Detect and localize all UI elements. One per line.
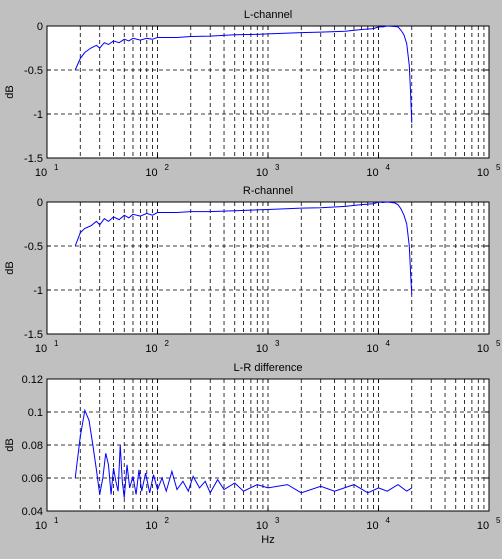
x-tick-label: 10 [256,520,268,532]
x-tick-exponent: 1 [54,163,59,172]
x-tick-label: 10 [35,343,47,355]
chart-title: L-channel [244,9,292,21]
series-line [74,201,413,295]
x-tick-exponent: 3 [275,163,280,172]
x-tick-exponent: 1 [54,516,59,525]
x-tick-label: 10 [145,343,157,355]
chart-panel-2: 10 1 10 2 10 3 10 4 10 5 -1.5 -1 -0.5 0 R-channel dB [4,185,501,355]
x-tick-label: 10 [366,167,378,179]
y-tick-label: 0.08 [22,440,43,452]
x-axis-label: Hz [261,534,274,546]
x-tick-exponent: 2 [165,339,170,348]
x-tick-exponent: 4 [386,339,391,348]
x-tick-exponent: 2 [165,516,170,525]
x-tick-exponent: 5 [496,339,501,348]
x-tick-label: 10 [145,167,157,179]
x-tick-exponent: 4 [386,163,391,172]
x-tick-label: 10 [256,167,268,179]
y-tick-label: 0.1 [28,407,43,419]
y-tick-label: -0.5 [24,241,43,253]
x-tick-label: 10 [477,167,489,179]
x-tick-label: 10 [145,520,157,532]
y-axis-label: dB [4,438,16,451]
y-axis-label: dB [4,85,16,98]
x-tick-label: 10 [35,520,47,532]
y-tick-label: 0.12 [22,374,43,386]
y-tick-label: 0.04 [22,506,43,518]
y-tick-label: -1 [33,109,43,121]
series-line [74,408,413,498]
x-tick-exponent: 5 [496,516,501,525]
x-tick-exponent: 3 [275,516,280,525]
y-tick-label: -1 [33,285,43,297]
x-tick-label: 10 [477,520,489,532]
x-tick-label: 10 [366,520,378,532]
x-tick-label: 10 [477,343,489,355]
chart-panel-1: 10 1 10 2 10 3 10 4 10 5 -1.5 -1 -0.5 0 L-channel dB [4,9,501,179]
x-tick-exponent: 4 [386,516,391,525]
x-tick-exponent: 2 [165,163,170,172]
x-tick-exponent: 1 [54,339,59,348]
y-tick-label: 0.06 [22,473,43,485]
y-tick-label: 0 [37,21,43,33]
chart-title: L-R difference [234,362,303,374]
x-tick-exponent: 3 [275,339,280,348]
chart-panel-3: 10 1 10 2 10 3 10 4 10 5 0.04 0.06 0.08 0.1 0.12 L-R di… [4,362,501,546]
x-tick-label: 10 [35,167,47,179]
chart-title: R-channel [243,185,293,197]
y-tick-label: -1.5 [24,153,43,165]
series-line [74,25,413,123]
y-tick-label: -0.5 [24,65,43,77]
y-tick-label: -1.5 [24,329,43,341]
y-axis-label: dB [4,261,16,274]
y-tick-label: 0 [37,197,43,209]
x-tick-label: 10 [256,343,268,355]
x-tick-exponent: 5 [496,163,501,172]
x-tick-label: 10 [366,343,378,355]
